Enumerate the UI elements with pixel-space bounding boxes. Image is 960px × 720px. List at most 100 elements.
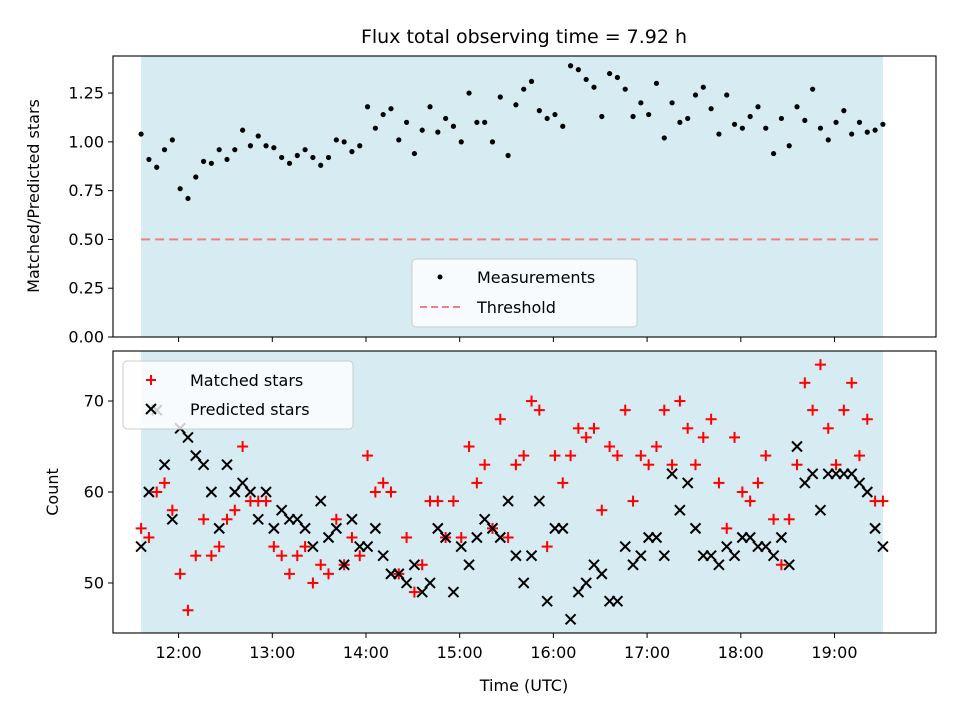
predicted-star-marker xyxy=(791,440,803,453)
measurement-point xyxy=(208,160,214,166)
predicted-star-marker xyxy=(244,486,257,498)
top-y-tick-label: 0.75 xyxy=(68,181,104,200)
measurement-point xyxy=(482,119,488,125)
matched-star-marker xyxy=(822,422,834,434)
matched-star-marker xyxy=(408,586,420,598)
bottom-x-ticks: 12:00 13:00 14:00 15:00 16:00 17:00 18:00 19:00 xyxy=(156,633,858,662)
matched-star-marker xyxy=(814,359,826,371)
x-tick-label: 17:00 xyxy=(624,643,670,662)
matched-star-marker xyxy=(346,531,358,543)
x-tick-label: 15:00 xyxy=(437,643,483,662)
predicted-star-marker xyxy=(143,486,155,498)
measurement-point xyxy=(638,100,644,106)
x-tick-label: 18:00 xyxy=(718,643,764,662)
top-panel: 0.00 0.25 0.50 0.75 1.00 1.25 Flux total obse… xyxy=(24,26,937,347)
predicted-star-marker xyxy=(268,522,280,535)
predicted-star-marker xyxy=(322,531,335,544)
matched-star-marker xyxy=(768,513,780,525)
predicted-star-marker xyxy=(627,559,639,571)
measurement-point xyxy=(388,106,394,112)
measurement-point xyxy=(755,104,761,110)
matched-star-marker xyxy=(666,459,678,471)
legend-measurements-marker xyxy=(437,274,443,280)
matched-star-marker xyxy=(580,431,592,443)
matched-star-marker xyxy=(744,495,756,507)
predicted-star-marker xyxy=(135,540,147,553)
bottom-panel: 50 60 70 12:00 13:00 14:00 15:00 16:00 17:00 18:… xyxy=(43,350,937,695)
legend-predicted-label: Predicted stars xyxy=(190,400,310,419)
measurement-point xyxy=(677,119,683,125)
x-axis-label: Time (UTC) xyxy=(479,676,568,695)
measurement-points xyxy=(138,63,886,202)
matched-star-marker xyxy=(643,459,655,471)
matched-star-marker xyxy=(541,541,553,553)
measurement-point xyxy=(607,70,613,77)
matched-star-marker xyxy=(752,477,764,489)
measurement-point xyxy=(372,125,378,131)
predicted-star-marker xyxy=(236,477,249,489)
matched-star-marker xyxy=(526,395,538,407)
predicted-star-marker xyxy=(416,586,428,598)
legend-threshold-label: Threshold xyxy=(476,298,556,317)
measurement-point xyxy=(856,119,863,125)
measurement-point xyxy=(536,108,542,114)
legend-predicted-marker xyxy=(145,403,157,415)
measurement-point xyxy=(279,154,285,161)
predicted-star-marker xyxy=(205,486,218,498)
matched-star-marker xyxy=(791,459,803,471)
predicted-star-marker xyxy=(158,459,171,471)
predicted-star-marker xyxy=(619,540,631,553)
bottom-y-tick-label: 50 xyxy=(84,573,104,592)
predicted-star-marker xyxy=(721,540,733,553)
measurement-point xyxy=(614,74,621,81)
matched-star-marker xyxy=(385,486,397,498)
matched-star-marker xyxy=(190,550,202,562)
predicted-star-marker xyxy=(611,595,624,607)
top-y-tick-label: 1.00 xyxy=(68,132,104,151)
measurement-point xyxy=(474,119,480,125)
predicted-star-marker xyxy=(674,504,686,516)
predicted-star-marker xyxy=(439,531,452,544)
matched-star-marker xyxy=(635,450,647,462)
matched-star-marker xyxy=(846,377,858,389)
predicted-star-marker xyxy=(845,468,858,480)
matched-star-marker xyxy=(565,450,577,462)
predicted-star-marker xyxy=(596,568,608,580)
matched-star-marker xyxy=(377,477,389,489)
predicted-star-marker xyxy=(299,522,311,535)
measurement-point xyxy=(560,123,566,129)
measurement-point xyxy=(349,149,355,155)
matched-star-marker xyxy=(330,513,342,525)
predicted-star-marker xyxy=(346,513,358,525)
measurement-point xyxy=(646,111,652,118)
measurement-point xyxy=(591,84,597,90)
matched-star-marker xyxy=(447,495,459,507)
predicted-star-marker xyxy=(229,486,241,498)
predicted-star-marker xyxy=(650,531,663,544)
measurement-point xyxy=(669,100,675,106)
measurement-point xyxy=(528,78,535,84)
chart-title: Flux total observing time = 7.92 h xyxy=(361,26,687,48)
measurement-point xyxy=(708,106,714,112)
measurement-point xyxy=(700,84,706,90)
matched-star-marker xyxy=(697,431,709,443)
measurement-point xyxy=(544,115,550,122)
measurement-point xyxy=(357,143,363,149)
predicted-star-marker xyxy=(541,595,553,607)
predicted-star-marker xyxy=(744,531,756,544)
predicted-star-marker xyxy=(635,549,647,562)
predicted-star-marker xyxy=(799,477,811,489)
measurement-point xyxy=(302,147,308,153)
matched-star-marker xyxy=(604,441,616,453)
measurement-point xyxy=(661,135,667,141)
predicted-star-marker xyxy=(518,577,530,589)
measurement-point xyxy=(802,117,808,123)
predicted-star-marker xyxy=(705,549,717,562)
matched-star-marker xyxy=(682,422,694,434)
matched-star-marker xyxy=(463,441,475,453)
predicted-star-marker xyxy=(806,468,819,480)
matched-star-marker xyxy=(658,404,670,416)
measurement-point xyxy=(849,131,855,137)
measurement-point xyxy=(294,152,300,159)
matched-star-marker xyxy=(174,568,186,580)
